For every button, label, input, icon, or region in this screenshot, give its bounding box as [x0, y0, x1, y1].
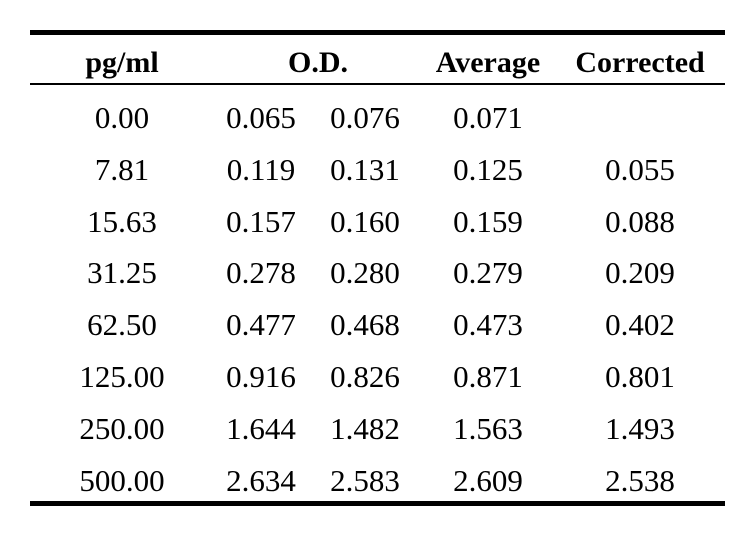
cell-corrected: 1.493 [605, 410, 675, 446]
cell-od-1: 2.634 [226, 462, 296, 498]
cell-pg-ml: 62.50 [87, 307, 157, 343]
cell-pg-ml: 0.00 [94, 100, 150, 135]
cell-corrected: 2.538 [605, 462, 675, 498]
cell-corrected: 0.055 [605, 151, 675, 187]
cell-od-2: 0.468 [330, 307, 400, 343]
cell-od-1: 0.157 [226, 203, 296, 239]
cell-average: 2.609 [453, 462, 523, 498]
cell-average: 0.125 [453, 151, 523, 187]
cell-od-2: 2.583 [330, 462, 400, 498]
cell-pg-ml: 125.00 [79, 359, 165, 394]
header-average: Average [435, 46, 541, 79]
cell-od-2: 0.280 [330, 255, 400, 291]
cell-corrected: 0.801 [605, 359, 675, 394]
cell-od-1: 0.119 [226, 151, 296, 187]
table-top-rule [30, 30, 725, 35]
cell-pg-ml: 31.25 [87, 255, 157, 291]
table-header-rule [30, 83, 725, 85]
table-bottom-rule [30, 501, 725, 506]
cell-od-1: 0.916 [226, 359, 296, 394]
header-corrected: Corrected [575, 46, 705, 79]
cell-od-1: 0.477 [226, 307, 296, 343]
header-pg-ml: pg/ml [85, 46, 159, 79]
cell-average: 1.563 [453, 410, 523, 446]
cell-od-2: 1.482 [330, 410, 400, 446]
cell-average: 0.071 [453, 100, 523, 135]
cell-od-2: 0.076 [330, 100, 400, 135]
cell-od-2: 0.826 [330, 359, 400, 394]
cell-corrected: 0.402 [605, 307, 675, 343]
cell-od-1: 0.065 [226, 100, 296, 135]
header-od: O.D. [288, 46, 348, 79]
cell-od-2: 0.160 [330, 203, 400, 239]
cell-pg-ml: 250.00 [79, 410, 165, 446]
cell-average: 0.871 [453, 359, 523, 394]
cell-pg-ml: 15.63 [87, 203, 157, 239]
cell-od-1: 0.278 [226, 255, 296, 291]
cell-pg-ml: 7.81 [94, 151, 150, 187]
cell-average: 0.279 [453, 255, 523, 291]
cell-corrected: 0.088 [605, 203, 675, 239]
cell-average: 0.473 [453, 307, 523, 343]
cell-average: 0.159 [453, 203, 523, 239]
cell-corrected: 0.209 [605, 255, 675, 291]
cell-od-1: 1.644 [226, 410, 296, 446]
cell-pg-ml: 500.00 [79, 462, 165, 498]
cell-od-2: 0.131 [330, 151, 400, 187]
